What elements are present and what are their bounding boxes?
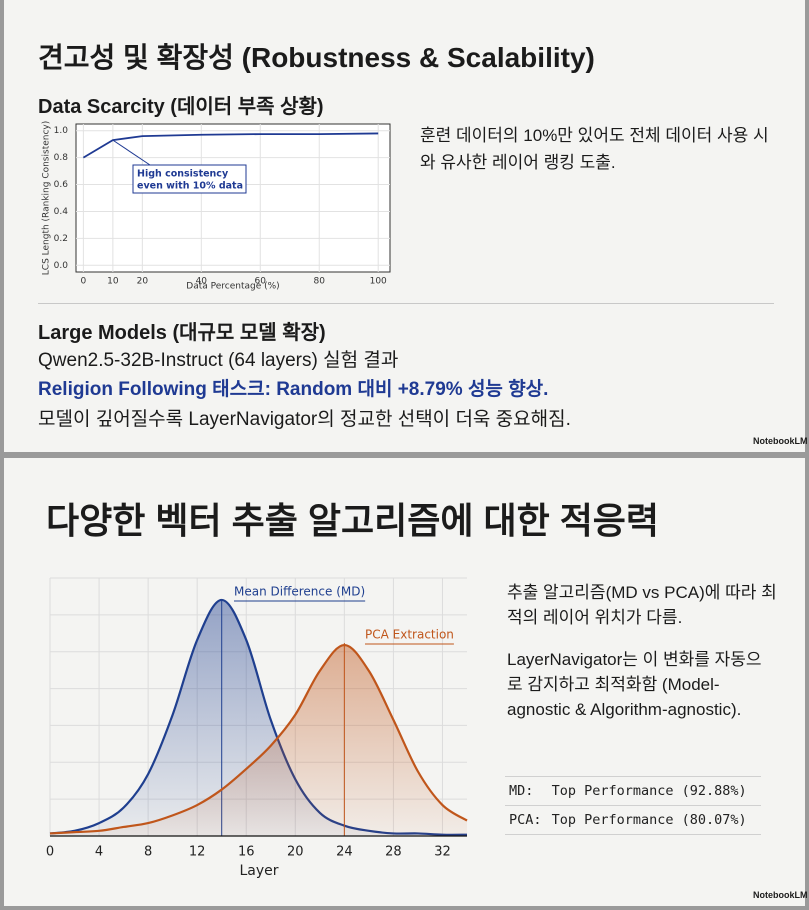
y-tick-label: 0.6 bbox=[54, 180, 69, 190]
y-axis-label: LCS Length (Ranking Consistency) bbox=[42, 121, 52, 275]
x-tick-label: 100 bbox=[370, 277, 387, 287]
x-axis-label: Data Percentage (%) bbox=[186, 282, 279, 292]
x-tick-label: 60 bbox=[255, 277, 267, 287]
note: 훈련 데이터의 10%만 있어도 전체 데이터 사용 시와 유사한 레이어 랭킹… bbox=[420, 126, 769, 172]
x-tick-label: 20 bbox=[137, 277, 149, 287]
series-label: Mean Difference (MD) bbox=[234, 585, 365, 599]
series-label: PCA Extraction bbox=[365, 628, 454, 642]
brand: NotebookLM bbox=[753, 436, 808, 446]
curve bbox=[49, 643, 468, 835]
x-tick-label: 4 bbox=[95, 845, 103, 860]
section-heading: Large Models (대규모 모델 확장) bbox=[38, 322, 326, 344]
table-cell: PCA: bbox=[505, 805, 548, 835]
y-tick-label: 0.8 bbox=[54, 153, 69, 163]
chart: 0 10 20 40 60 80 100 0.0 0.2 0.4 0.6 0.8 1.0 Data Per… bbox=[42, 121, 391, 292]
x-tick-label: 12 bbox=[189, 845, 206, 860]
divider bbox=[38, 303, 774, 304]
brand: NotebookLM bbox=[753, 890, 808, 900]
annotation-leader bbox=[112, 139, 151, 166]
x-tick-label: 20 bbox=[287, 845, 304, 860]
y-tick-label: 1.0 bbox=[54, 126, 69, 136]
x-tick-label: 32 bbox=[434, 845, 451, 860]
paragraph: 추출 알고리즘(MD vs PCA)에 따라 최적의 레이어 위치가 다름. bbox=[507, 583, 777, 627]
area bbox=[50, 645, 467, 836]
annotation-text: High consistency bbox=[137, 169, 229, 180]
text-line: Qwen2.5-32B-Instruct (64 layers) 실험 결과 bbox=[38, 350, 399, 371]
annotation-text: even with 10% data bbox=[137, 181, 243, 192]
annotation-box bbox=[132, 164, 247, 194]
text-line: 모델이 깊어질수록 LayerNavigator의 정교한 선택이 더욱 중요해… bbox=[38, 409, 571, 430]
area bbox=[50, 599, 467, 836]
highlight: Religion Following 태스크: Random 대비 +8.79%… bbox=[38, 379, 549, 400]
x-tick-label: 0 bbox=[46, 845, 54, 860]
x-tick-label: 28 bbox=[385, 845, 402, 860]
x-tick-label: 24 bbox=[336, 845, 353, 860]
x-axis-label: Layer bbox=[239, 863, 278, 879]
x-tick-label: 40 bbox=[196, 277, 208, 287]
table: MD: Top Performance (92.88%) PCA: Top Perfo… bbox=[505, 776, 761, 835]
table-cell: Top Performance (92.88%) bbox=[547, 776, 761, 806]
x-tick-label: 80 bbox=[314, 277, 326, 287]
x-tick-label: 8 bbox=[144, 845, 152, 860]
chart: 0 4 8 12 16 20 24 28 32 Layer Mean Difference (MD)… bbox=[46, 577, 468, 879]
paragraph: LayerNavigator는 이 변화를 자동으로 감지하고 최적화함 (Mo… bbox=[507, 650, 762, 719]
y-tick-label: 0.0 bbox=[54, 261, 69, 271]
plot-area bbox=[75, 123, 391, 273]
y-tick-label: 0.4 bbox=[54, 207, 69, 217]
table-row: PCA: Top Performance (80.07%) bbox=[505, 805, 761, 835]
table-cell: MD: bbox=[505, 776, 548, 806]
slide-title: 다양한 벡터 추출 알고리즘에 대한 적응력 bbox=[46, 500, 660, 541]
section-heading: Data Scarcity (데이터 부족 상황) bbox=[38, 96, 324, 118]
table-row: MD: Top Performance (92.88%) bbox=[505, 776, 761, 806]
x-tick-label: 16 bbox=[238, 845, 255, 860]
x-tick-label: 0 bbox=[81, 277, 87, 287]
y-tick-label: 0.2 bbox=[54, 234, 68, 244]
slide-title: 견고성 및 확장성 (Robustness & Scalability) bbox=[38, 42, 595, 73]
table-cell: Top Performance (80.07%) bbox=[547, 805, 761, 835]
x-tick-label: 10 bbox=[107, 277, 119, 287]
